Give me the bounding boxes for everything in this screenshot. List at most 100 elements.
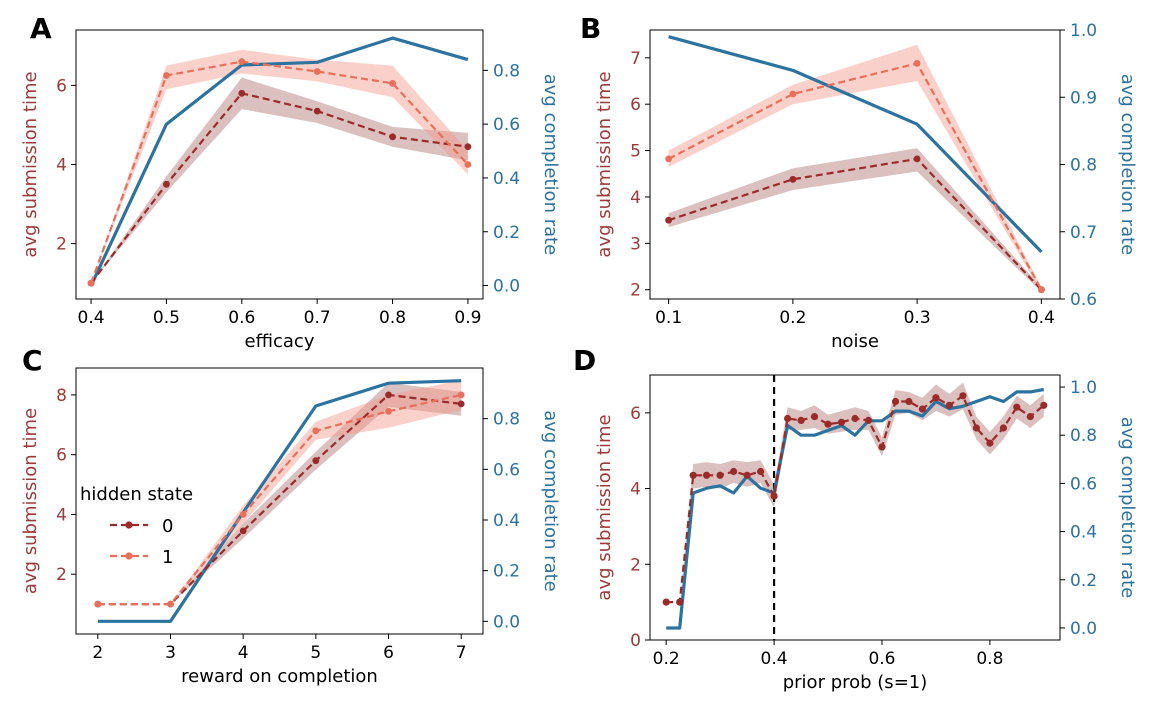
point-state-0 bbox=[913, 155, 921, 163]
point-state-0 bbox=[999, 424, 1008, 432]
x-tick-label: 6 bbox=[383, 643, 394, 663]
y-left-tick-label: 6 bbox=[56, 76, 67, 96]
plots: 0.4 0.5 0.6 0.7 0.8 0.9 2 4 6 0.0 0.2 0.4 0.6 0.8 effi… bbox=[20, 21, 1138, 693]
point-state-0 bbox=[837, 418, 846, 426]
completion-rate-line bbox=[89, 36, 469, 287]
panel-letter-d: D bbox=[573, 344, 596, 377]
y-left-axis-title: avg submission time bbox=[20, 408, 41, 594]
y-right-axis-title: avg completion rate bbox=[540, 410, 561, 592]
x-axis-title: efficacy bbox=[245, 331, 315, 352]
submission-line-state-1 bbox=[97, 393, 462, 606]
point-state-0 bbox=[986, 439, 994, 447]
point-state-1 bbox=[238, 58, 246, 65]
x-tick-label: 4 bbox=[238, 643, 249, 663]
panel-letter-b: B bbox=[580, 12, 601, 45]
y-left-tick-label: 4 bbox=[630, 188, 641, 208]
point-state-0 bbox=[662, 598, 670, 606]
y-right-tick-label: 0.4 bbox=[493, 169, 520, 189]
x-axis-title: prior prob (s=1) bbox=[783, 672, 928, 693]
x-tick-label: 7 bbox=[456, 643, 467, 663]
point-state-0 bbox=[1013, 403, 1021, 411]
panel-b: B bbox=[580, 12, 601, 45]
plot-a: 0.4 0.5 0.6 0.7 0.8 0.9 2 4 6 0.0 0.2 0.4 0.6 0.8 effi… bbox=[20, 29, 561, 352]
point-state-0 bbox=[891, 397, 900, 406]
x-tick-label: 0.1 bbox=[655, 308, 682, 328]
point-state-0 bbox=[385, 391, 392, 399]
point-state-0 bbox=[810, 413, 819, 421]
x-tick-label: 0.6 bbox=[868, 649, 895, 669]
point-state-0 bbox=[972, 424, 981, 432]
y-left-tick-label: 2 bbox=[56, 235, 67, 255]
y-right-tick-label: 0.6 bbox=[1070, 290, 1097, 310]
point-state-0 bbox=[784, 414, 792, 423]
plot-d: 0.2 0.4 0.6 0.8 0 2 4 6 0.0 0.2 0.4 0.6 0.8 1.0 prior … bbox=[594, 374, 1138, 693]
legend-label-0: 0 bbox=[162, 516, 173, 537]
point-state-0 bbox=[932, 394, 940, 402]
y-left-tick-label: 5 bbox=[630, 142, 641, 162]
point-state-0 bbox=[163, 180, 170, 188]
x-tick-label: 0.2 bbox=[779, 308, 806, 328]
y-left-axis-title: avg submission time bbox=[594, 414, 615, 600]
y-right-tick-label: 0.4 bbox=[493, 511, 520, 531]
y-right-tick-label: 0.2 bbox=[493, 223, 520, 243]
point-state-1 bbox=[1038, 286, 1045, 294]
y-right-tick-label: 1.0 bbox=[1070, 21, 1097, 41]
x-tick-label: 0.8 bbox=[379, 308, 406, 328]
legend-label-1: 1 bbox=[162, 547, 173, 568]
x-tick-label: 5 bbox=[310, 643, 321, 663]
point-state-1 bbox=[464, 161, 472, 168]
x-tick-label: 0.6 bbox=[228, 308, 255, 328]
y-left-tick-label: 2 bbox=[630, 281, 641, 301]
point-state-1 bbox=[239, 511, 247, 518]
point-state-0 bbox=[918, 405, 927, 413]
legend-marker-0 bbox=[125, 521, 133, 529]
point-state-0 bbox=[797, 416, 805, 424]
y-left-tick-label: 6 bbox=[630, 95, 641, 115]
point-state-0 bbox=[1026, 413, 1034, 421]
x-tick-label: 0.4 bbox=[1028, 308, 1055, 328]
y-right-tick-label: 0.0 bbox=[493, 612, 520, 632]
y-right-tick-label: 0.2 bbox=[1070, 571, 1097, 591]
legend: hidden state 0 1 bbox=[80, 484, 193, 568]
panel-c: C bbox=[22, 344, 43, 377]
y-left-tick-label: 6 bbox=[56, 446, 67, 466]
panel-d: D bbox=[573, 344, 596, 377]
x-tick-label: 0.4 bbox=[78, 308, 105, 328]
point-state-0 bbox=[389, 133, 396, 141]
point-state-1 bbox=[389, 80, 396, 87]
y-right-tick-label: 0.8 bbox=[493, 61, 520, 81]
submission-line-state-1 bbox=[90, 60, 469, 284]
point-state-1 bbox=[167, 600, 174, 608]
x-tick-label: 0.2 bbox=[653, 649, 680, 669]
panel-a: A bbox=[30, 12, 52, 45]
point-state-0 bbox=[464, 143, 472, 151]
point-state-0 bbox=[1040, 401, 1048, 409]
point-state-0 bbox=[676, 598, 684, 606]
y-right-tick-label: 0.9 bbox=[1070, 88, 1097, 108]
y-right-tick-label: 0.6 bbox=[493, 115, 520, 135]
point-state-1 bbox=[457, 391, 465, 399]
point-state-1 bbox=[163, 72, 170, 79]
y-right-axis-title: avg completion rate bbox=[540, 74, 561, 256]
submission-line-state-1 bbox=[668, 62, 1043, 291]
y-right-tick-label: 0.0 bbox=[1070, 619, 1097, 639]
panel-letter-a: A bbox=[30, 12, 52, 45]
submission-line-state-0 bbox=[90, 92, 469, 284]
point-state-1 bbox=[312, 427, 320, 435]
point-state-1 bbox=[789, 90, 797, 98]
y-left-axis-title: avg submission time bbox=[20, 71, 41, 257]
point-state-0 bbox=[703, 471, 711, 479]
y-left-tick-label: 2 bbox=[56, 565, 67, 585]
point-state-1 bbox=[665, 155, 672, 163]
point-state-0 bbox=[945, 401, 954, 409]
point-state-1 bbox=[94, 600, 102, 608]
point-state-0 bbox=[457, 400, 465, 408]
y-right-axis-title: avg completion rate bbox=[1117, 74, 1138, 256]
point-state-0 bbox=[789, 175, 797, 183]
point-state-0 bbox=[689, 471, 697, 479]
band-state-0 bbox=[666, 382, 1044, 603]
plot-frame bbox=[649, 374, 1061, 641]
point-state-1 bbox=[385, 407, 392, 415]
completion-rate-line bbox=[666, 387, 1045, 630]
band-state-0 bbox=[97, 382, 462, 605]
